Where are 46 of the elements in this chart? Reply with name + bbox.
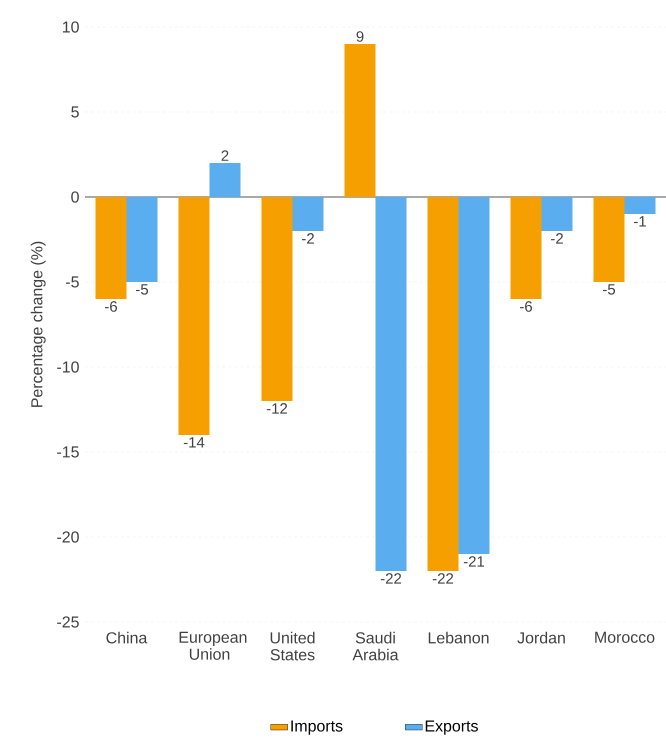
legend-label: Imports (291, 720, 342, 735)
data-label: -22 (380, 573, 402, 584)
bar (542, 196, 572, 231)
x-tick-label: Saudi Arabia (352, 632, 399, 660)
data-label: -14 (184, 437, 204, 448)
data-label: -1 (634, 216, 646, 226)
bar (624, 196, 656, 214)
y-tick-label: -15 (57, 446, 79, 458)
data-label: 2 (222, 150, 228, 161)
bar (376, 196, 406, 571)
bar (178, 196, 210, 435)
bar (210, 162, 240, 197)
x-tick-label: China (106, 632, 148, 644)
y-tick-label: 10 (62, 21, 79, 33)
y-tick-label: -10 (57, 361, 79, 373)
y-tick-label: 0 (71, 191, 79, 203)
y-tick-label: -25 (57, 616, 79, 628)
data-label: -6 (520, 301, 532, 312)
data-label: -5 (136, 284, 148, 295)
y-tick-label: -5 (66, 276, 79, 288)
data-label: -22 (432, 573, 454, 584)
x-tick-label: Jordan (517, 632, 565, 644)
bar (594, 196, 624, 282)
y-tick-label: 5 (71, 106, 79, 118)
bar (344, 44, 376, 197)
bar (510, 196, 542, 299)
bar (428, 196, 458, 571)
data-label: -6 (105, 301, 117, 312)
x-tick-label: United States (270, 632, 315, 660)
y-tick-label: -20 (57, 531, 79, 543)
data-label: 9 (356, 31, 364, 42)
x-tick-label: European Union (180, 632, 246, 660)
x-tick-label: Lebanon (428, 632, 488, 644)
data-label: -12 (266, 403, 288, 414)
legend-label: Exports (426, 720, 478, 735)
data-label: -5 (603, 284, 616, 295)
y-axis-title: Percentage change (%) (30, 242, 46, 407)
bar (126, 196, 158, 282)
bar (262, 196, 292, 401)
bar (458, 196, 490, 554)
data-label: -2 (302, 233, 314, 244)
data-label: -2 (551, 233, 563, 244)
data-label: -21 (464, 556, 484, 567)
bar (96, 196, 126, 299)
x-tick-label: Morocco (595, 632, 654, 643)
bar (292, 196, 324, 231)
